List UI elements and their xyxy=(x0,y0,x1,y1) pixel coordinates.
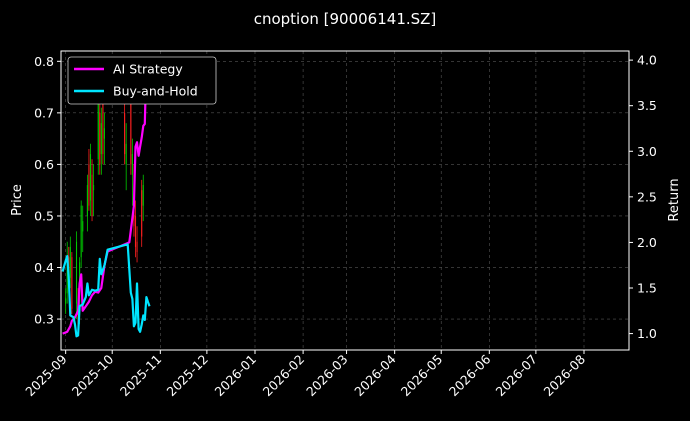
plot-frame xyxy=(60,50,630,351)
y-right-tick-label: 2.0 xyxy=(637,235,657,250)
return-series xyxy=(61,60,151,338)
candle-body xyxy=(86,185,88,216)
y-left-tick-label: 0.7 xyxy=(34,105,54,120)
y-right-tick-label: 3.5 xyxy=(637,98,657,113)
y-axis-right-title: Return xyxy=(667,178,682,221)
x-tick-label: 2026-06 xyxy=(446,351,494,399)
candle-body xyxy=(102,102,104,155)
candle-body xyxy=(141,190,143,237)
legend-label-buy-and-hold: Buy-and-Hold xyxy=(113,84,198,99)
legend-label-ai-strategy: AI Strategy xyxy=(113,62,183,77)
x-tick-label: 2025-11 xyxy=(117,352,165,400)
x-tick-label: 2025-10 xyxy=(69,351,117,399)
candle-body xyxy=(65,298,67,304)
candle-body xyxy=(103,128,105,139)
y-right-tick-label: 1.0 xyxy=(637,326,657,341)
candle-body xyxy=(66,257,68,294)
y-left-tick-label: 0.5 xyxy=(34,208,54,223)
x-tick-label: 2026-05 xyxy=(398,352,446,400)
x-tick-label: 2025-12 xyxy=(163,352,211,400)
x-tick-label: 2025-09 xyxy=(22,351,70,399)
candle-body xyxy=(89,154,92,201)
candle-body xyxy=(91,174,93,216)
candle-body xyxy=(125,143,127,165)
candle-body xyxy=(97,92,99,160)
candle-body xyxy=(134,215,137,247)
y-right-tick-label: 2.5 xyxy=(637,189,657,204)
candle-body xyxy=(75,241,78,304)
y-left-tick-label: 0.4 xyxy=(34,260,54,275)
candle-body xyxy=(130,102,132,165)
x-tick-label: 2026-04 xyxy=(351,351,399,399)
candle-body xyxy=(131,154,133,175)
y-right-tick-label: 4.0 xyxy=(637,53,657,68)
x-tick-label: 2026-08 xyxy=(541,351,589,399)
x-tick-label: 2026-02 xyxy=(260,352,308,400)
candle-body xyxy=(82,221,84,232)
chart-title: cnoption [90006141.SZ] xyxy=(254,10,437,28)
candle-body xyxy=(69,246,71,278)
candle-body xyxy=(124,112,126,155)
y-left-tick-label: 0.6 xyxy=(34,157,54,172)
candle-body xyxy=(80,205,82,258)
x-tick-label: 2026-07 xyxy=(492,352,540,400)
candle-body xyxy=(77,303,79,325)
x-tick-label: 2026-03 xyxy=(303,352,351,400)
candle-body xyxy=(99,112,101,165)
candle-body xyxy=(71,257,73,309)
ai-strategy-line xyxy=(62,60,148,335)
candlestick-series xyxy=(65,81,144,330)
y-left-tick-label: 0.8 xyxy=(34,54,54,69)
candle-body xyxy=(142,185,144,206)
y-left-tick-label: 0.3 xyxy=(34,312,54,327)
y-right-tick-label: 1.5 xyxy=(637,281,657,296)
buy-and-hold-line xyxy=(61,243,151,338)
candle-body xyxy=(100,123,102,155)
legend: AI Strategy Buy-and-Hold xyxy=(67,56,217,105)
y-right-tick-label: 3.0 xyxy=(637,144,657,159)
x-tick-label: 2026-01 xyxy=(212,352,260,400)
candle-body xyxy=(88,164,90,206)
legend-box xyxy=(67,56,217,105)
candle-body xyxy=(136,241,138,253)
axes: 2025-09 2025-10 2025-11 2025-12 2026-01 2026-… xyxy=(22,53,657,399)
candle-body xyxy=(93,185,95,191)
y-axis-left-title: Price xyxy=(10,184,25,216)
